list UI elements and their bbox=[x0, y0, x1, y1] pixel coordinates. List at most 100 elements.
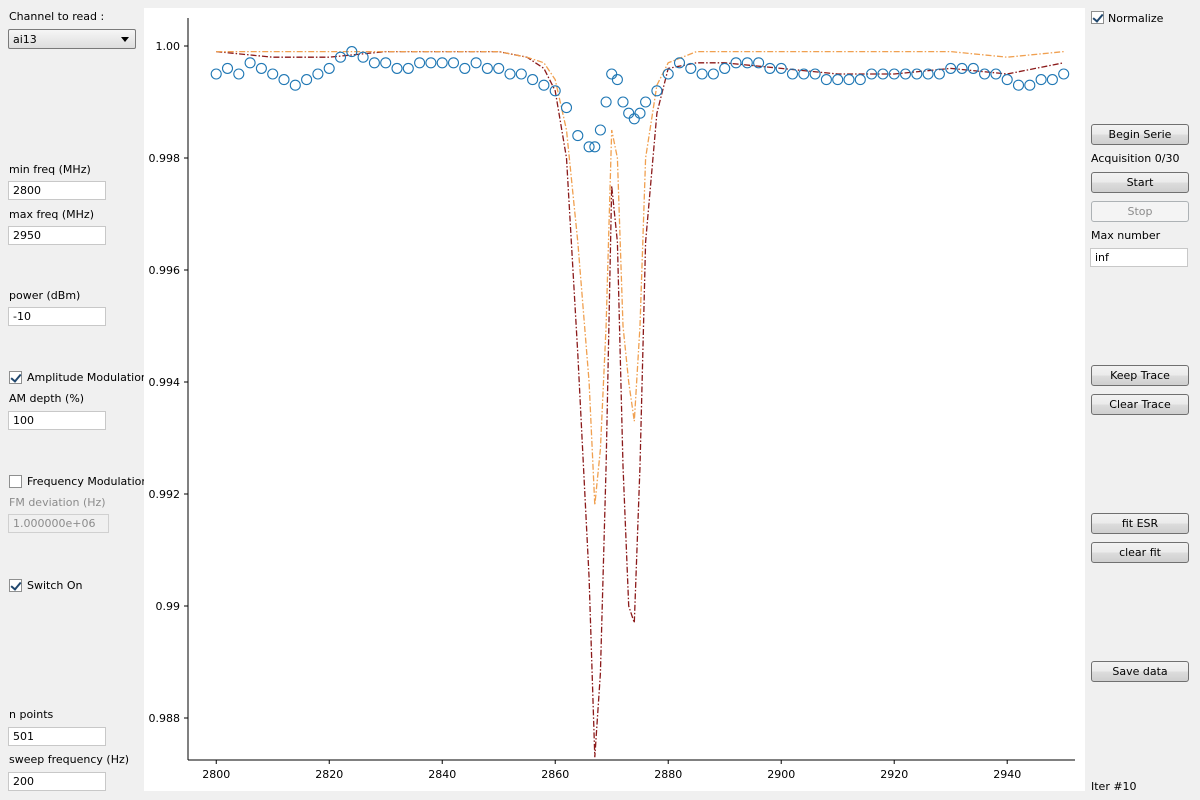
data-point bbox=[922, 68, 934, 80]
fm-deviation-field[interactable] bbox=[8, 514, 109, 533]
n-points-field[interactable] bbox=[8, 727, 106, 746]
data-point bbox=[945, 62, 957, 74]
data-point bbox=[391, 62, 403, 74]
data-point bbox=[967, 62, 979, 74]
data-point bbox=[402, 62, 414, 74]
data-point bbox=[210, 68, 222, 80]
channel-select[interactable]: ai13 bbox=[8, 29, 136, 49]
y-tick-label: 0.988 bbox=[149, 712, 181, 725]
clear-fit-button[interactable]: clear fit bbox=[1091, 542, 1189, 563]
data-point bbox=[956, 62, 968, 74]
min-freq-label: min freq (MHz) bbox=[9, 163, 91, 176]
data-point bbox=[549, 85, 561, 97]
data-point bbox=[481, 62, 493, 74]
data-point bbox=[1046, 74, 1058, 86]
data-point bbox=[1012, 79, 1025, 91]
data-point bbox=[719, 62, 731, 74]
channel-select-value: ai13 bbox=[13, 33, 37, 46]
normalize-checkbox[interactable] bbox=[1091, 11, 1104, 24]
data-point bbox=[866, 68, 878, 80]
am-label: Amplitude Modulation bbox=[27, 371, 148, 384]
data-point bbox=[843, 74, 855, 86]
channel-label: Channel to read : bbox=[9, 10, 105, 23]
data-point bbox=[899, 68, 912, 80]
min-freq-field[interactable] bbox=[8, 181, 106, 200]
am-checkbox[interactable] bbox=[9, 371, 22, 384]
data-point bbox=[741, 57, 753, 69]
data-point bbox=[594, 124, 606, 136]
series-1 bbox=[216, 50, 1064, 506]
max-freq-label: max freq (MHz) bbox=[9, 208, 94, 221]
fit-esr-button[interactable]: fit ESR bbox=[1091, 513, 1189, 534]
am-depth-label: AM depth (%) bbox=[9, 392, 85, 405]
axes-layer: 2800 2820 2840 2860 2880 2900 2920 2940 1.00 0.99… bbox=[149, 18, 1075, 781]
data-point bbox=[707, 68, 719, 80]
x-tick-label: 2920 bbox=[880, 768, 908, 781]
data-point bbox=[911, 68, 923, 80]
data-point bbox=[267, 68, 279, 80]
keep-trace-button[interactable]: Keep Trace bbox=[1091, 365, 1189, 386]
start-button[interactable]: Start bbox=[1091, 172, 1189, 193]
data-point bbox=[809, 68, 821, 80]
fm-checkbox[interactable] bbox=[9, 475, 22, 488]
data-point bbox=[436, 57, 448, 69]
switch-checkbox[interactable] bbox=[9, 579, 22, 592]
data-point bbox=[221, 62, 234, 74]
sweep-frequency-field[interactable] bbox=[8, 772, 106, 791]
data-point bbox=[798, 68, 810, 80]
data-point bbox=[289, 79, 301, 91]
data-point bbox=[560, 102, 573, 114]
data-point bbox=[651, 85, 663, 97]
data-point bbox=[820, 74, 832, 86]
stop-button[interactable]: Stop bbox=[1091, 201, 1189, 222]
max-number-label: Max number bbox=[1091, 229, 1161, 242]
x-tick-label: 2900 bbox=[767, 768, 795, 781]
data-point bbox=[775, 62, 787, 74]
data-point bbox=[233, 68, 245, 80]
traces-layer bbox=[210, 46, 1070, 758]
data-point bbox=[854, 74, 866, 86]
power-label: power (dBm) bbox=[9, 289, 81, 302]
chevron-down-icon bbox=[121, 37, 129, 42]
data-point bbox=[606, 68, 618, 80]
power-field[interactable] bbox=[8, 307, 106, 326]
clear-trace-button[interactable]: Clear Trace bbox=[1091, 394, 1189, 415]
data-point bbox=[493, 62, 505, 74]
begin-serie-button[interactable]: Begin Serie bbox=[1091, 124, 1189, 145]
data-point bbox=[244, 57, 256, 69]
data-point bbox=[323, 62, 335, 74]
data-point bbox=[414, 57, 426, 69]
y-tick-label: 0.99 bbox=[156, 600, 181, 613]
data-point bbox=[611, 74, 623, 86]
x-tick-label: 2940 bbox=[993, 768, 1021, 781]
data-point bbox=[527, 74, 539, 86]
normalize-label: Normalize bbox=[1108, 12, 1164, 25]
data-point bbox=[673, 57, 686, 69]
max-freq-field[interactable] bbox=[8, 226, 106, 245]
data-point bbox=[786, 68, 799, 80]
data-point bbox=[623, 107, 635, 119]
data-point bbox=[425, 57, 437, 69]
data-point bbox=[368, 57, 380, 69]
plot-area[interactable]: 2800 2820 2840 2860 2880 2900 2920 2940 1.00 0.99… bbox=[144, 8, 1085, 791]
data-point bbox=[617, 96, 629, 108]
data-point bbox=[685, 62, 697, 74]
data-point bbox=[888, 68, 900, 80]
am-depth-field[interactable] bbox=[8, 411, 106, 430]
data-point bbox=[730, 57, 742, 69]
sweep-frequency-label: sweep frequency (Hz) bbox=[9, 753, 130, 766]
data-point bbox=[696, 68, 708, 80]
data-point bbox=[640, 96, 652, 108]
y-tick-label: 1.00 bbox=[156, 40, 181, 53]
data-point bbox=[583, 141, 595, 153]
y-tick-label: 0.996 bbox=[149, 264, 181, 277]
x-tick-label: 2800 bbox=[202, 768, 230, 781]
save-data-button[interactable]: Save data bbox=[1091, 661, 1189, 682]
y-tick-label: 0.994 bbox=[149, 376, 181, 389]
trace-line bbox=[216, 50, 1064, 758]
data-point bbox=[357, 51, 369, 63]
data-point bbox=[628, 113, 640, 125]
max-number-field[interactable] bbox=[1090, 248, 1188, 267]
data-point bbox=[832, 74, 844, 86]
n-points-label: n points bbox=[9, 708, 54, 721]
